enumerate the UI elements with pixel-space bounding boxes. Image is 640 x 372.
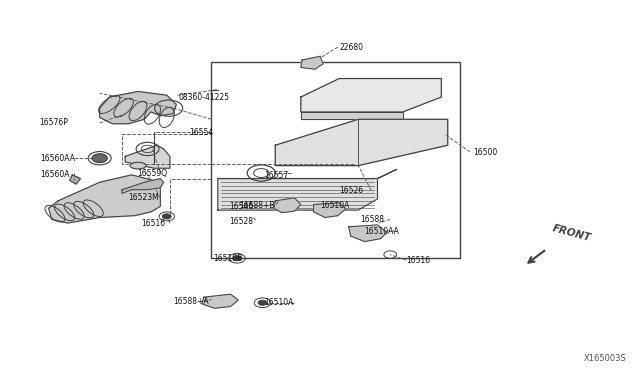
Text: 16559Q: 16559Q [137, 169, 167, 177]
Text: 16500: 16500 [473, 148, 497, 157]
Polygon shape [122, 179, 164, 193]
Text: 16516: 16516 [141, 219, 165, 228]
Text: 16510B: 16510B [212, 254, 242, 263]
Text: 16588: 16588 [360, 215, 384, 224]
Circle shape [163, 214, 172, 219]
Polygon shape [275, 119, 448, 166]
Text: 16546: 16546 [229, 202, 253, 211]
Circle shape [92, 154, 108, 163]
Circle shape [232, 256, 241, 261]
Polygon shape [218, 179, 378, 210]
Text: 16510AA: 16510AA [365, 227, 399, 236]
Polygon shape [301, 112, 403, 119]
Text: 16510A: 16510A [320, 201, 349, 210]
Text: FRONT: FRONT [551, 224, 592, 243]
Polygon shape [202, 294, 238, 308]
Text: 16588+B: 16588+B [239, 201, 275, 210]
Text: 16516: 16516 [406, 256, 430, 265]
Text: 16560A: 16560A [40, 170, 70, 179]
Polygon shape [218, 169, 397, 179]
Bar [211, 62, 461, 258]
Polygon shape [274, 198, 301, 213]
Text: 16576P: 16576P [39, 119, 68, 128]
Polygon shape [314, 203, 346, 218]
Text: 16523M: 16523M [129, 193, 159, 202]
Polygon shape [349, 225, 387, 241]
Text: 16526: 16526 [339, 186, 364, 195]
Text: 16560AA: 16560AA [40, 154, 76, 163]
Text: 16554: 16554 [189, 128, 213, 137]
Text: 16588+A: 16588+A [173, 297, 209, 306]
Text: 08360-41225: 08360-41225 [178, 93, 229, 102]
Polygon shape [100, 92, 176, 124]
Polygon shape [301, 78, 442, 112]
Text: 16557: 16557 [264, 171, 289, 180]
Polygon shape [49, 175, 161, 223]
Polygon shape [301, 56, 323, 69]
Polygon shape [125, 145, 170, 168]
Circle shape [258, 300, 267, 305]
Text: 22680: 22680 [339, 42, 363, 51]
Text: 16528: 16528 [229, 217, 253, 226]
Text: 16510A: 16510A [264, 298, 293, 307]
Ellipse shape [130, 162, 146, 169]
Text: X165003S: X165003S [584, 354, 627, 363]
Polygon shape [70, 175, 81, 184]
